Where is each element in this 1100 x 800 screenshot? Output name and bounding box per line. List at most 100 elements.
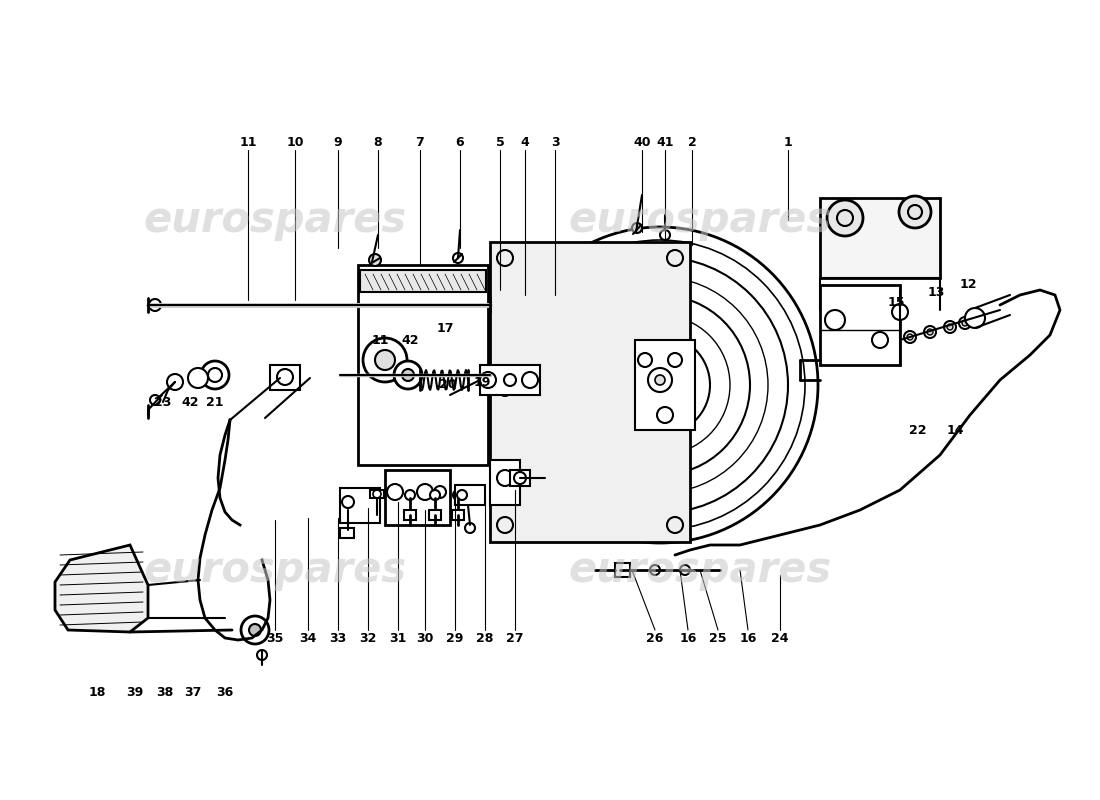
- Text: 35: 35: [266, 631, 284, 645]
- Circle shape: [249, 624, 261, 636]
- Circle shape: [522, 372, 538, 388]
- Bar: [615, 563, 630, 577]
- Text: 34: 34: [299, 631, 317, 645]
- Text: 14: 14: [946, 423, 964, 437]
- Bar: [510, 470, 530, 486]
- Circle shape: [947, 324, 953, 330]
- Text: eurospares: eurospares: [143, 549, 407, 591]
- Text: eurospares: eurospares: [569, 549, 832, 591]
- Circle shape: [904, 331, 916, 343]
- Text: 16: 16: [680, 631, 696, 645]
- Text: 5: 5: [496, 135, 505, 149]
- Circle shape: [368, 254, 381, 266]
- Bar: [480, 365, 540, 395]
- Text: 11: 11: [240, 135, 256, 149]
- Text: 9: 9: [333, 135, 342, 149]
- Text: 3: 3: [551, 135, 559, 149]
- Text: 27: 27: [506, 631, 524, 645]
- Bar: [385, 470, 450, 525]
- Text: 28: 28: [476, 631, 494, 645]
- Text: 38: 38: [156, 686, 174, 698]
- Text: 32: 32: [360, 631, 376, 645]
- Bar: [340, 488, 379, 523]
- Text: 2: 2: [688, 135, 696, 149]
- Circle shape: [405, 490, 415, 500]
- Circle shape: [959, 317, 971, 329]
- Text: 29: 29: [447, 631, 464, 645]
- Text: 10: 10: [286, 135, 304, 149]
- Bar: [358, 265, 488, 465]
- Bar: [340, 528, 354, 538]
- Circle shape: [825, 310, 845, 330]
- Text: 25: 25: [710, 631, 727, 645]
- Circle shape: [417, 484, 433, 500]
- Text: eurospares: eurospares: [143, 199, 407, 241]
- Circle shape: [453, 490, 463, 500]
- Text: 31: 31: [389, 631, 407, 645]
- Text: 20: 20: [439, 378, 456, 391]
- Circle shape: [394, 361, 422, 389]
- Circle shape: [402, 369, 414, 381]
- Text: 1: 1: [783, 135, 792, 149]
- Circle shape: [430, 490, 440, 500]
- Circle shape: [150, 395, 160, 405]
- Text: eurospares: eurospares: [569, 199, 832, 241]
- Bar: [360, 270, 486, 292]
- Text: 24: 24: [771, 631, 789, 645]
- Circle shape: [965, 308, 985, 328]
- Circle shape: [680, 565, 690, 575]
- Bar: [490, 460, 520, 505]
- Text: 12: 12: [959, 278, 977, 291]
- Text: 21: 21: [207, 395, 223, 409]
- Circle shape: [497, 470, 513, 486]
- Bar: [452, 510, 464, 520]
- Text: 19: 19: [473, 377, 491, 390]
- Circle shape: [241, 616, 270, 644]
- Text: 42: 42: [182, 395, 199, 409]
- Circle shape: [924, 326, 936, 338]
- Polygon shape: [55, 545, 148, 632]
- Text: 42: 42: [402, 334, 419, 346]
- Circle shape: [434, 486, 446, 498]
- Circle shape: [892, 304, 907, 320]
- Text: 6: 6: [455, 135, 464, 149]
- Text: 40: 40: [634, 135, 651, 149]
- Bar: [404, 510, 416, 520]
- Circle shape: [148, 299, 161, 311]
- Text: 37: 37: [185, 686, 201, 698]
- Circle shape: [375, 350, 395, 370]
- Circle shape: [927, 329, 933, 335]
- Circle shape: [480, 372, 496, 388]
- Circle shape: [654, 375, 666, 385]
- Circle shape: [632, 223, 642, 233]
- Text: 4: 4: [520, 135, 529, 149]
- Text: 39: 39: [126, 686, 144, 698]
- Bar: [820, 285, 900, 365]
- Circle shape: [908, 334, 913, 340]
- Text: 26: 26: [647, 631, 663, 645]
- Text: 41: 41: [657, 135, 673, 149]
- Circle shape: [277, 369, 293, 385]
- Text: 30: 30: [416, 631, 433, 645]
- Circle shape: [387, 484, 403, 500]
- Text: 7: 7: [416, 135, 425, 149]
- Text: 13: 13: [927, 286, 945, 298]
- Text: 11: 11: [372, 334, 388, 346]
- Text: 15: 15: [888, 295, 904, 309]
- Bar: [455, 485, 485, 505]
- Text: 36: 36: [217, 686, 233, 698]
- Text: 23: 23: [154, 395, 172, 409]
- Circle shape: [502, 227, 818, 543]
- Circle shape: [201, 361, 229, 389]
- Text: 33: 33: [329, 631, 346, 645]
- Bar: [820, 198, 940, 278]
- Bar: [370, 490, 384, 498]
- Text: 8: 8: [374, 135, 383, 149]
- Circle shape: [962, 320, 968, 326]
- Text: 17: 17: [437, 322, 453, 334]
- Text: 22: 22: [910, 423, 926, 437]
- Circle shape: [827, 200, 864, 236]
- Circle shape: [188, 368, 208, 388]
- Circle shape: [944, 321, 956, 333]
- Bar: [635, 340, 695, 430]
